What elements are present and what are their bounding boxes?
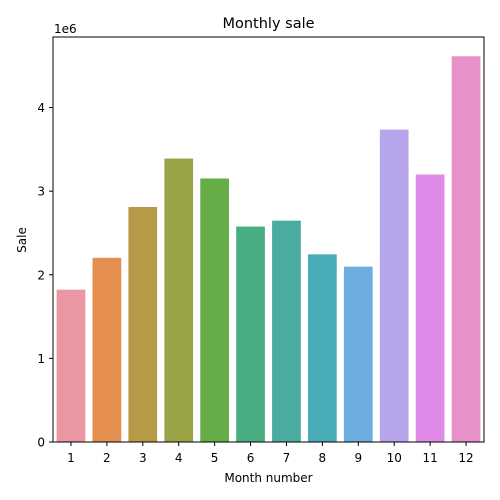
x-tick-label: 9	[354, 451, 362, 465]
y-tick-label: 2	[37, 268, 45, 282]
x-tick-label: 7	[283, 451, 291, 465]
x-tick-label: 8	[319, 451, 327, 465]
bar-month-4	[164, 158, 194, 442]
bar-month-10	[379, 129, 409, 442]
y-tick-label: 0	[37, 436, 45, 450]
x-tick-label: 6	[247, 451, 255, 465]
bar-month-8	[308, 254, 337, 442]
bar-month-9	[343, 266, 373, 442]
x-tick-label: 3	[139, 451, 147, 465]
x-tick-label: 12	[458, 451, 473, 465]
y-tick-label: 4	[37, 101, 45, 115]
plot-area	[52, 36, 485, 443]
x-tick-label: 2	[103, 451, 111, 465]
x-tick-label: 1	[67, 451, 75, 465]
chart-title: Monthly sale	[222, 16, 314, 32]
y-axis: 0 1 2 3 4	[37, 101, 53, 450]
x-tick-label: 10	[387, 451, 402, 465]
x-axis: 1 2 3 4 5 6 7 8 9 10 11 12	[67, 442, 474, 465]
bar-month-6	[236, 226, 265, 442]
x-tick-label: 11	[422, 451, 437, 465]
bar-month-11	[415, 174, 445, 443]
y-tick-label: 1	[37, 352, 45, 366]
bar-month-3	[128, 206, 158, 442]
y-tick-label: 3	[37, 185, 45, 199]
plot-frame	[52, 36, 485, 443]
bar-month-7	[272, 220, 301, 442]
y-axis-offset-text: 1e6	[54, 22, 77, 36]
x-tick-label: 5	[211, 451, 219, 465]
x-tick-label: 4	[175, 451, 183, 465]
bar-month-2	[92, 257, 122, 442]
bar-month-1	[56, 289, 86, 442]
bar-month-12	[451, 56, 481, 442]
y-axis-label: Sale	[15, 227, 29, 253]
bar-month-5	[200, 178, 229, 442]
x-axis-label: Month number	[224, 471, 312, 485]
